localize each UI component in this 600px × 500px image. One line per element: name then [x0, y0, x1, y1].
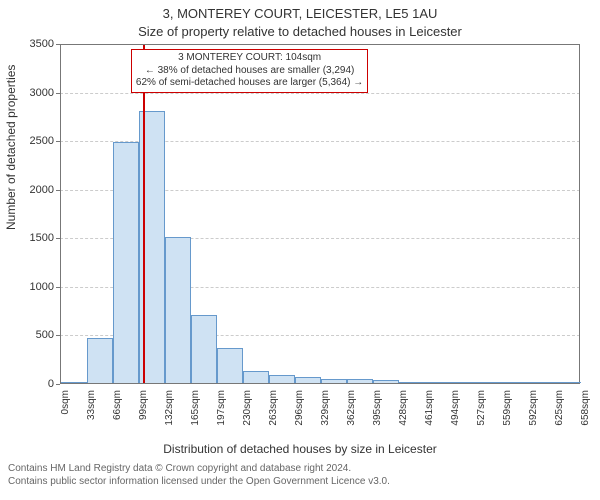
- x-tick-label: 527sqm: [476, 390, 487, 440]
- footer-line-1: Contains HM Land Registry data © Crown c…: [8, 462, 390, 475]
- histogram-bar: [347, 379, 373, 383]
- histogram-bar: [425, 382, 451, 383]
- x-tick-label: 197sqm: [216, 390, 227, 440]
- x-tick-label: 395sqm: [372, 390, 383, 440]
- x-tick-label: 296sqm: [294, 390, 305, 440]
- y-tick-label: 2000: [0, 184, 54, 196]
- y-tick-label: 3500: [0, 38, 54, 50]
- y-tick-label: 500: [0, 329, 54, 341]
- footer-line-2: Contains public sector information licen…: [8, 475, 390, 488]
- footer-attribution: Contains HM Land Registry data © Crown c…: [8, 462, 390, 488]
- y-tick-label: 1000: [0, 281, 54, 293]
- x-tick-label: 362sqm: [346, 390, 357, 440]
- annotation-line-1: 3 MONTEREY COURT: 104sqm: [136, 52, 363, 65]
- x-tick-label: 494sqm: [450, 390, 461, 440]
- y-tick-label: 2500: [0, 135, 54, 147]
- histogram-bar: [399, 382, 425, 383]
- annotation-box: 3 MONTEREY COURT: 104sqm ← 38% of detach…: [131, 49, 368, 93]
- x-tick-label: 329sqm: [320, 390, 331, 440]
- histogram-bar: [477, 382, 503, 383]
- histogram-bar: [321, 379, 347, 383]
- chart-subtitle: Size of property relative to detached ho…: [0, 24, 600, 39]
- histogram-bar: [555, 382, 581, 383]
- annotation-line-3: 62% of semi-detached houses are larger (…: [136, 77, 363, 90]
- x-tick-label: 428sqm: [398, 390, 409, 440]
- x-tick-label: 165sqm: [190, 390, 201, 440]
- histogram-bar: [451, 382, 477, 383]
- histogram-bar: [61, 382, 87, 383]
- x-tick-label: 99sqm: [138, 390, 149, 440]
- x-tick-label: 559sqm: [502, 390, 513, 440]
- histogram-bar: [530, 382, 556, 383]
- histogram-bar: [165, 237, 191, 383]
- histogram-bar: [504, 382, 530, 383]
- property-marker-line: [143, 45, 145, 383]
- histogram-bar: [373, 380, 399, 383]
- chart-title: 3, MONTEREY COURT, LEICESTER, LE5 1AU: [0, 6, 600, 21]
- x-tick-label: 66sqm: [112, 390, 123, 440]
- histogram-bar: [295, 377, 321, 383]
- histogram-bar: [87, 338, 113, 383]
- x-tick-label: 658sqm: [580, 390, 591, 440]
- histogram-bar: [217, 348, 243, 383]
- x-tick-label: 461sqm: [424, 390, 435, 440]
- y-tick-label: 0: [0, 378, 54, 390]
- histogram-bar: [243, 371, 269, 383]
- x-tick-label: 132sqm: [164, 390, 175, 440]
- page: 3, MONTEREY COURT, LEICESTER, LE5 1AU Si…: [0, 0, 600, 500]
- x-tick-label: 0sqm: [60, 390, 71, 440]
- x-tick-label: 263sqm: [268, 390, 279, 440]
- histogram-bar: [269, 375, 295, 383]
- y-tick-mark: [56, 384, 60, 385]
- x-tick-label: 230sqm: [242, 390, 253, 440]
- x-tick-label: 33sqm: [86, 390, 97, 440]
- histogram-bar: [113, 142, 139, 383]
- y-tick-label: 1500: [0, 232, 54, 244]
- histogram-bar: [191, 315, 217, 383]
- annotation-line-2: ← 38% of detached houses are smaller (3,…: [136, 65, 363, 78]
- y-tick-label: 3000: [0, 87, 54, 99]
- x-tick-label: 592sqm: [528, 390, 539, 440]
- plot-area: 3 MONTEREY COURT: 104sqm ← 38% of detach…: [60, 44, 580, 384]
- x-axis-label: Distribution of detached houses by size …: [0, 442, 600, 456]
- x-tick-label: 625sqm: [554, 390, 565, 440]
